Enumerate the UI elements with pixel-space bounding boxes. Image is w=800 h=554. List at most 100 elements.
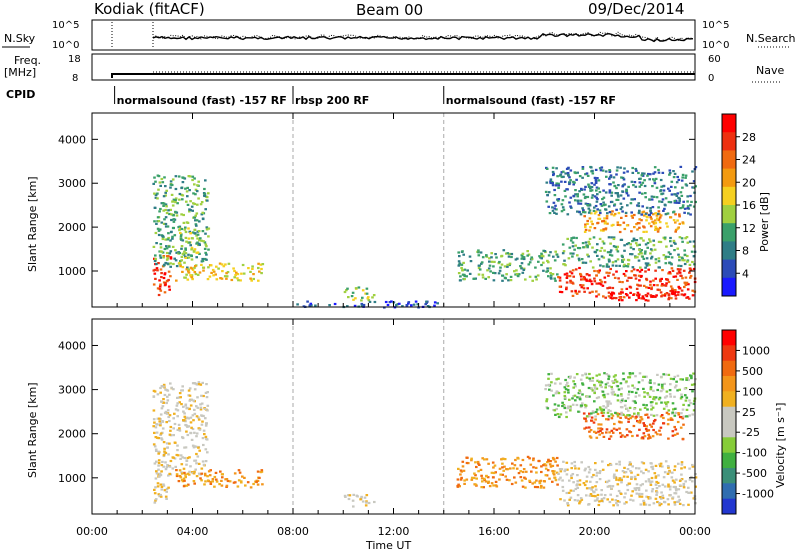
echo-cell <box>235 271 238 274</box>
echo-cell <box>684 283 687 286</box>
echo-cell <box>677 500 680 503</box>
echo-cell <box>624 492 627 495</box>
echo-cell <box>628 376 632 379</box>
echo-cell <box>559 382 562 385</box>
echo-cell <box>490 482 494 485</box>
echo-cell <box>654 295 657 298</box>
echo-cell <box>674 294 677 297</box>
echo-cell <box>564 396 567 399</box>
echo-cell <box>565 288 568 291</box>
echo-cell <box>160 437 163 440</box>
echo-cell <box>656 388 659 392</box>
echo-cell <box>189 431 192 434</box>
echo-cell <box>690 377 693 380</box>
echo-cell <box>598 478 602 481</box>
echo-cell <box>595 200 599 203</box>
echo-cell <box>693 263 696 266</box>
echo-cell <box>521 458 525 462</box>
echo-cell <box>565 384 568 387</box>
echo-cell <box>499 473 502 476</box>
echo-cell <box>644 427 648 431</box>
echo-cell <box>578 395 582 399</box>
echo-cell <box>599 169 603 172</box>
echo-cell <box>612 375 616 378</box>
echo-cell <box>206 409 209 412</box>
echo-cell <box>238 471 242 474</box>
echo-cell <box>633 181 637 184</box>
echo-cell <box>161 405 165 408</box>
echo-cell <box>506 265 509 268</box>
echo-cell <box>556 273 559 276</box>
echo-cell <box>681 186 684 189</box>
echo-cell <box>620 216 623 219</box>
echo-cell <box>200 394 203 397</box>
echo-cell <box>680 256 684 259</box>
echo-cell <box>676 227 680 230</box>
echo-cell <box>190 205 194 208</box>
echo-cell <box>155 423 158 426</box>
echo-cell <box>244 484 247 487</box>
echo-cell <box>585 278 588 281</box>
echo-cell <box>621 398 624 401</box>
echo-cell <box>184 248 187 251</box>
echo-cell <box>180 259 183 262</box>
echo-cell <box>649 216 652 219</box>
echo-cell <box>582 193 586 196</box>
echo-cell <box>588 426 591 429</box>
echo-cell <box>198 428 202 431</box>
echo-cell <box>672 378 675 381</box>
echo-cell <box>458 485 461 488</box>
echo-cell <box>600 409 604 412</box>
y-tick-label: 1000 <box>58 472 86 485</box>
echo-cell <box>603 396 606 399</box>
echo-cell <box>202 414 205 418</box>
echo-cell <box>598 209 602 212</box>
echo-cell <box>522 256 526 259</box>
echo-cell <box>616 415 620 418</box>
echo-cell <box>630 276 633 279</box>
echo-cell <box>570 467 573 470</box>
echo-cell <box>611 261 615 264</box>
echo-cell <box>160 485 164 488</box>
echo-cell <box>566 172 570 175</box>
echo-cell <box>549 180 552 183</box>
echo-cell <box>588 274 591 277</box>
echo-cell <box>617 212 621 215</box>
echo-cell <box>561 485 565 489</box>
echo-cell <box>167 453 170 456</box>
echo-cell <box>640 219 643 222</box>
echo-cell <box>672 408 675 411</box>
echo-cell <box>675 201 679 204</box>
echo-cell <box>634 478 637 481</box>
echo-cell <box>609 267 612 271</box>
echo-cell <box>619 238 623 241</box>
echo-cell <box>686 296 690 299</box>
echo-cell <box>201 437 205 440</box>
echo-cell <box>513 476 516 479</box>
echo-cell <box>683 466 686 469</box>
echo-cell <box>685 378 688 381</box>
echo-cell <box>179 260 182 263</box>
echo-cell <box>640 183 643 186</box>
echo-cell <box>635 299 638 302</box>
echo-cell <box>218 483 221 486</box>
echo-cell <box>595 189 598 192</box>
colorbar-tick-label: 24 <box>742 154 756 167</box>
echo-cell <box>170 213 173 216</box>
echo-cell <box>672 275 676 278</box>
echo-cell <box>514 273 517 276</box>
echo-cell <box>596 222 599 225</box>
echo-cell <box>588 435 592 438</box>
echo-cell <box>692 186 696 189</box>
echo-cell <box>647 497 651 500</box>
echo-cell <box>157 493 161 496</box>
nave-tick-low: 0 <box>708 73 714 84</box>
echo-cell <box>386 303 390 307</box>
echo-cell <box>672 211 675 214</box>
echo-cell <box>552 473 556 476</box>
echo-cell <box>164 194 167 197</box>
echo-cell <box>185 484 189 487</box>
echo-cell <box>159 432 163 435</box>
echo-cell <box>180 193 183 196</box>
colorbar-swatch <box>722 330 736 346</box>
